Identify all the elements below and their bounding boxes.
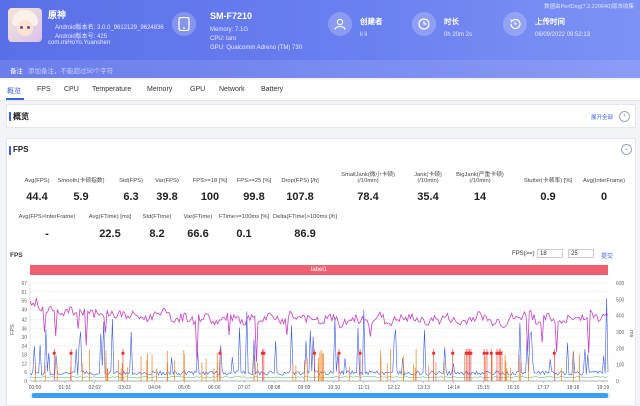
metric-label: Jank(卡顿) (/10min) xyxy=(414,171,442,185)
chart-title: FPS xyxy=(10,252,23,259)
metric-label: SmallJank(微小卡顿) (/10min) xyxy=(341,171,395,185)
metric-value: 78.4 xyxy=(357,191,379,203)
metric-label: Avg(FPS) xyxy=(24,178,50,184)
fps-threshold-input-2[interactable]: 25 xyxy=(568,249,594,258)
note-bar xyxy=(0,60,640,78)
metric-value: 39.8 xyxy=(156,191,178,203)
expand-chevron-icon[interactable]: › xyxy=(619,111,630,122)
overview-title: 概览 xyxy=(9,112,29,121)
metric-label: Avg(InterFrame) xyxy=(582,178,626,184)
tab-gpu[interactable]: GPU xyxy=(190,86,206,93)
metric-value: 22.5 xyxy=(99,228,121,240)
expand-all-link[interactable]: 展开全部 xyxy=(591,115,614,121)
metric-value: 100 xyxy=(200,191,220,203)
tab-overview[interactable]: 概览 xyxy=(7,88,21,95)
metric-label: Var(FPS) xyxy=(155,178,179,184)
fps-threshold-input-1[interactable]: 18 xyxy=(537,249,563,258)
active-tab-indicator xyxy=(6,98,24,100)
history-icon xyxy=(503,12,527,36)
fps-threshold-label: FPS(>=) xyxy=(512,251,535,257)
tab-cpu[interactable]: CPU xyxy=(64,86,79,93)
device-gpu: GPU: Qualcomm Adreno (TM) 730 xyxy=(210,45,303,51)
metric-value: 5.9 xyxy=(73,191,89,203)
metric-label: Var(FTime) xyxy=(183,214,213,220)
metric-label: Delta(FTime)>100ms [/h] xyxy=(272,214,338,220)
game-avatar xyxy=(8,8,42,42)
report-header: 原神 Android版本名: 3.0.0_9612129_9624836 And… xyxy=(0,0,640,78)
metric-label: Avg(FTime) [ms] xyxy=(88,214,132,220)
metric-label: FPS>=18 [%] xyxy=(192,178,228,184)
metric-value: 6.3 xyxy=(123,191,139,203)
metric-label: Drop(FPS) [/h] xyxy=(281,178,319,184)
metric-value: 107.8 xyxy=(286,191,314,203)
tab-battery[interactable]: Battery xyxy=(261,86,284,93)
overview-panel: 概览 展开全部 › xyxy=(6,104,636,128)
creator-value: li li xyxy=(360,32,367,38)
metric-label: Stutter(卡顿率) [%] xyxy=(523,178,573,184)
metric-value: 66.6 xyxy=(187,228,209,240)
tab-memory[interactable]: Memory xyxy=(147,86,173,93)
upload-label: 上传时间 xyxy=(535,17,565,26)
creator-label: 创建者 xyxy=(360,17,383,26)
metric-value: 99.8 xyxy=(243,191,265,203)
metric-value: 0.1 xyxy=(236,228,252,240)
metric-value: - xyxy=(45,228,49,240)
tab-fps[interactable]: FPS xyxy=(37,86,51,93)
collapse-chevron-icon[interactable]: ⌄ xyxy=(621,144,632,155)
metric-label: Smooth(卡顿指数) xyxy=(57,178,105,184)
android-version-code: Android版本号: 425 xyxy=(55,34,108,40)
phone-icon xyxy=(172,12,196,36)
metric-label: FTime>=100ms [%] xyxy=(218,214,270,220)
clock-icon xyxy=(412,12,436,36)
package-name: com.miHoYo.Yuanshen xyxy=(48,40,111,46)
tab-bar: 概览 FPS CPU Temperature Memory GPU Networ… xyxy=(0,80,640,101)
metric-value: 35.4 xyxy=(417,191,439,203)
metric-label: Std(FTime) xyxy=(142,214,172,220)
apply-link[interactable]: 提交 xyxy=(601,254,614,260)
device-cpu: CPU: taro xyxy=(210,36,237,42)
device-model: SM-F7210 xyxy=(210,11,253,21)
user-icon xyxy=(328,12,352,36)
metric-value: 0 xyxy=(600,191,608,203)
upload-value: 06/09/2022 09:52:13 xyxy=(535,32,591,38)
metric-label: Std(FPS) xyxy=(119,178,143,184)
note-label: 备注 xyxy=(10,68,23,75)
timeline-scrollbar[interactable] xyxy=(30,393,610,398)
tab-temperature[interactable]: Temperature xyxy=(92,86,132,93)
metric-value: 14 xyxy=(473,191,487,203)
note-input[interactable]: 添加备注，不能超过50个字符 xyxy=(28,68,114,75)
metric-value: 44.4 xyxy=(26,191,48,203)
device-memory: Memory: 7.1G xyxy=(210,27,249,33)
metric-label: BigJank(严重卡顿) (/10min) xyxy=(456,171,504,185)
duration-value: 0h 20m 2s xyxy=(444,32,473,38)
metric-value: 8.2 xyxy=(149,228,165,240)
game-name: 原神 xyxy=(48,10,67,20)
scrollbar-thumb[interactable] xyxy=(32,393,608,398)
fps-title: FPS xyxy=(9,145,29,155)
metric-value: 86.9 xyxy=(294,228,316,240)
metric-value: 0.9 xyxy=(540,191,556,203)
metric-label: Avg(FPS>InterFrame) xyxy=(18,214,76,220)
duration-label: 时长 xyxy=(444,17,459,26)
metric-label: FPS>=25 [%] xyxy=(236,178,272,184)
tab-network[interactable]: Network xyxy=(219,86,245,93)
label-bar[interactable]: label1 xyxy=(30,265,608,275)
android-version-name: Android版本名: 3.0.0_9612129_9624836 xyxy=(55,25,164,31)
collector-note: 数据由PerfDog(7.2.220640)版本收集 xyxy=(544,4,634,10)
